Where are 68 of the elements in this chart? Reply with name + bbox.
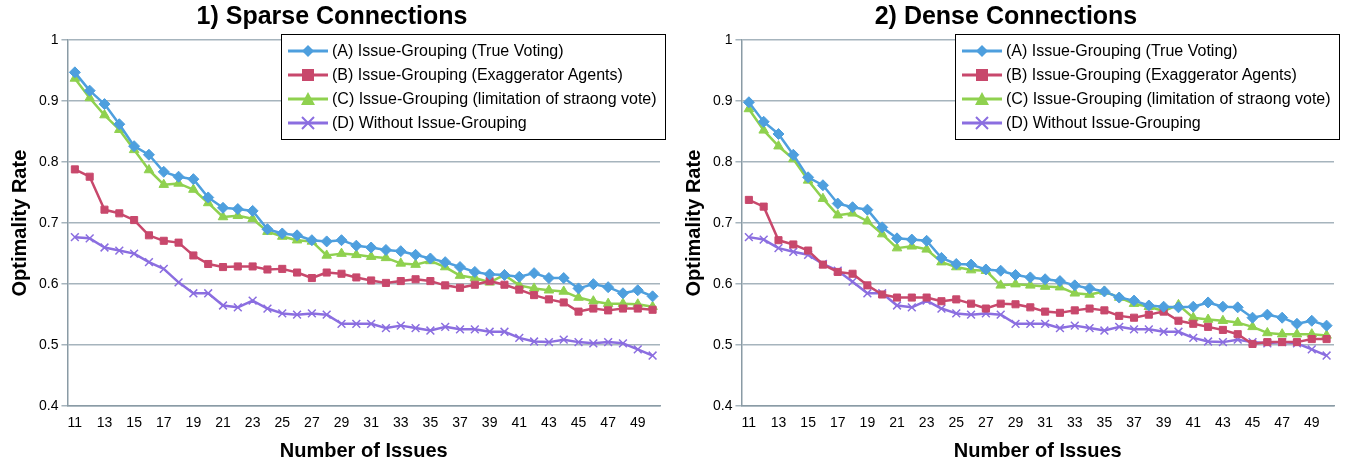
legend-label: (A) Issue-Grouping (True Voting) [1006,42,1238,60]
y-axis-title: Optimality Rate [681,149,704,297]
y-tick-label: 0.7 [38,213,59,230]
x-tick-label: 21 [215,414,231,431]
x-tick-label: 47 [600,414,617,431]
x-tick-label: 39 [481,414,498,431]
x-tick-label: 41 [1185,414,1202,431]
x-tick-label: 19 [859,414,876,431]
y-tick-label: 0.6 [712,274,733,291]
x-tick-label: 13 [96,414,113,431]
x-tick-label: 43 [1215,414,1231,431]
y-tick-label: 1 [724,30,733,47]
x-tick-label: 43 [541,414,557,431]
x-tick-label: 49 [629,414,646,431]
chart-title: 1) Sparse Connections [196,0,468,29]
x-tick-label: 29 [333,414,350,431]
y-tick-label: 0.5 [712,336,733,353]
x-tick-label: 27 [304,414,320,431]
x-tick-label: 33 [1066,414,1083,431]
legend-label: (B) Issue-Grouping (Exaggerator Agents) [1006,66,1297,84]
x-tick-label: 15 [800,414,817,431]
y-tick-label: 0.9 [38,91,59,108]
x-tick-label: 25 [948,414,965,431]
y-axis-title: Optimality Rate [7,149,30,297]
y-tick-label: 0.4 [712,397,733,414]
x-tick-label: 45 [1244,414,1261,431]
x-tick-label: 45 [570,414,587,431]
x-tick-label: 15 [126,414,143,431]
x-tick-label: 41 [511,414,528,431]
x-tick-label: 35 [1096,414,1113,431]
y-tick-label: 0.4 [38,397,59,414]
legend-label: (D) Without Issue-Grouping [1006,114,1201,132]
x-axis-title: Number of Issues [953,438,1122,461]
legend-label: (C) Issue-Grouping (limitation of straong vote) [1006,90,1331,108]
x-tick-label: 17 [829,414,846,431]
y-tick-label: 0.8 [38,152,59,169]
chart-title: 2) Dense Connections [874,0,1138,29]
legend-label: (D) Without Issue-Grouping [332,114,527,132]
x-tick-label: 31 [363,414,380,431]
x-tick-label: 39 [1155,414,1172,431]
legend-label: (A) Issue-Grouping (True Voting) [332,42,564,60]
y-tick-label: 0.6 [38,274,59,291]
x-tick-label: 13 [770,414,787,431]
x-tick-label: 23 [244,414,261,431]
x-tick-label: 11 [741,414,757,431]
y-tick-label: 0.7 [712,213,733,230]
x-tick-label: 21 [889,414,905,431]
x-axis-title: Number of Issues [279,438,448,461]
x-tick-label: 31 [1037,414,1054,431]
y-tick-label: 1 [50,30,59,47]
x-tick-label: 35 [422,414,439,431]
legend-label: (B) Issue-Grouping (Exaggerator Agents) [332,66,623,84]
x-tick-label: 29 [1007,414,1024,431]
y-tick-label: 0.9 [712,91,733,108]
x-tick-label: 23 [918,414,935,431]
x-tick-label: 47 [1274,414,1291,431]
x-tick-label: 37 [1126,414,1143,431]
x-tick-label: 37 [452,414,469,431]
y-tick-label: 0.8 [712,152,733,169]
x-tick-label: 11 [67,414,83,431]
x-tick-label: 19 [185,414,202,431]
x-tick-label: 33 [392,414,409,431]
x-tick-label: 17 [155,414,172,431]
y-tick-label: 0.5 [38,336,59,353]
x-tick-label: 25 [274,414,291,431]
legend-label: (C) Issue-Grouping (limitation of straong vote) [332,90,657,108]
x-tick-label: 27 [978,414,994,431]
x-tick-label: 49 [1303,414,1320,431]
